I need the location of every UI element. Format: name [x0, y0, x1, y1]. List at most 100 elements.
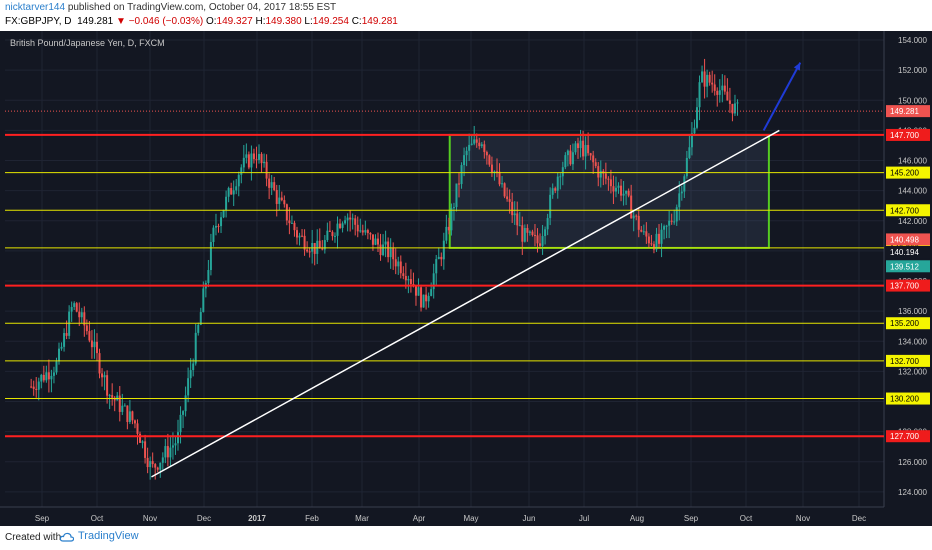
- candle-body: [574, 143, 577, 153]
- candle-body: [728, 100, 731, 104]
- y-tick-label: 126.000: [898, 458, 927, 467]
- candle-body: [632, 215, 635, 219]
- author-link[interactable]: nicktarver144: [5, 2, 66, 13]
- candle-body: [361, 230, 364, 233]
- chart-title: British Pound/Japanese Yen, D, FXCM: [10, 38, 165, 48]
- candle-body: [566, 150, 569, 156]
- candle-body: [55, 361, 58, 373]
- x-tick-label: Feb: [305, 514, 319, 523]
- price-badge: [886, 260, 930, 273]
- candle-body: [544, 229, 547, 237]
- candle-body: [136, 423, 139, 434]
- candle-body: [442, 240, 445, 260]
- candle-body: [106, 375, 109, 396]
- candle-body: [58, 348, 61, 362]
- candle-body: [222, 210, 225, 218]
- candle-body: [440, 256, 443, 260]
- candle-body: [194, 332, 197, 364]
- tradingview-link[interactable]: TradingView: [78, 530, 139, 542]
- symbol-label[interactable]: FX:GBPJPY, D: [5, 16, 72, 27]
- candle-body: [321, 248, 324, 250]
- candle-body: [407, 279, 410, 281]
- candle-body: [701, 71, 704, 83]
- candle-body: [146, 457, 149, 468]
- high-label: H:: [255, 16, 266, 27]
- candle-body: [437, 256, 440, 260]
- candle-body: [587, 144, 590, 154]
- chart-area[interactable]: 124.000126.000128.000130.000132.000134.0…: [0, 31, 932, 526]
- level-badge: [886, 317, 930, 330]
- candle-body: [40, 374, 43, 382]
- candle-body: [620, 185, 623, 196]
- candle-body: [63, 333, 66, 347]
- candle-body: [518, 225, 521, 227]
- level-badge-label: 130.200: [890, 395, 919, 404]
- candle-body: [141, 441, 144, 443]
- x-tick-label: Sep: [35, 514, 50, 523]
- candle-body: [458, 183, 461, 185]
- candle-body: [690, 133, 693, 148]
- candle-body: [589, 153, 592, 156]
- candle-body: [263, 161, 266, 164]
- candle-body: [351, 218, 354, 220]
- candle-body: [60, 346, 63, 349]
- candle-body: [652, 244, 655, 250]
- candle-body: [65, 333, 68, 336]
- candle-body: [285, 204, 288, 221]
- candle-body: [75, 303, 78, 312]
- candle-body: [346, 217, 349, 221]
- level-badge-label: 132.700: [890, 357, 919, 366]
- level-badge: [886, 166, 930, 179]
- candle-body: [718, 90, 721, 95]
- candle-body: [614, 187, 617, 192]
- candle-body: [366, 230, 369, 234]
- high-value: 149.380: [265, 16, 302, 27]
- level-badge-label: 142.700: [890, 206, 919, 215]
- candle-body: [445, 226, 448, 241]
- candle-body: [531, 231, 534, 235]
- candle-body: [392, 247, 395, 260]
- candle-body: [379, 244, 382, 256]
- price-badge: [886, 105, 930, 118]
- candle-body: [30, 386, 33, 388]
- candle-body: [371, 234, 374, 245]
- candle-body: [293, 222, 296, 231]
- candle-body: [655, 233, 658, 250]
- tradingview-cloud-icon: [60, 532, 74, 542]
- price-chart[interactable]: 124.000126.000128.000130.000132.000134.0…: [0, 31, 932, 526]
- candle-body: [90, 340, 93, 348]
- candle-body: [42, 374, 45, 381]
- candle-body: [316, 240, 319, 254]
- candle-body: [308, 251, 311, 253]
- candle-body: [214, 225, 217, 228]
- candle-body: [179, 414, 182, 433]
- candle-body: [139, 433, 142, 443]
- candle-body: [268, 178, 271, 188]
- candle-body: [561, 167, 564, 177]
- y-tick-label: 132.000: [898, 367, 927, 376]
- candle-body: [331, 231, 334, 237]
- candle-body: [521, 225, 524, 242]
- candle-body: [232, 190, 235, 195]
- candle-body: [422, 294, 425, 308]
- x-tick-label: Nov: [796, 514, 810, 523]
- candle-body: [506, 196, 509, 200]
- candle-body: [161, 457, 164, 463]
- candle-body: [607, 178, 610, 180]
- y-tick-label: 124.000: [898, 488, 927, 497]
- candle-body: [721, 85, 724, 91]
- candle-body: [245, 154, 248, 158]
- candle-body: [298, 235, 301, 238]
- candle-body: [359, 230, 362, 232]
- candle-body: [447, 226, 450, 231]
- candle-body: [675, 207, 678, 222]
- candle-body: [635, 215, 638, 217]
- candle-body: [288, 220, 291, 224]
- candle-body: [93, 341, 96, 348]
- candle-body: [339, 223, 342, 228]
- candle-body: [571, 152, 574, 165]
- y-tick-label: 136.000: [898, 307, 927, 316]
- candle-body: [50, 375, 53, 380]
- candle-body: [364, 230, 367, 233]
- candle-body: [551, 188, 554, 195]
